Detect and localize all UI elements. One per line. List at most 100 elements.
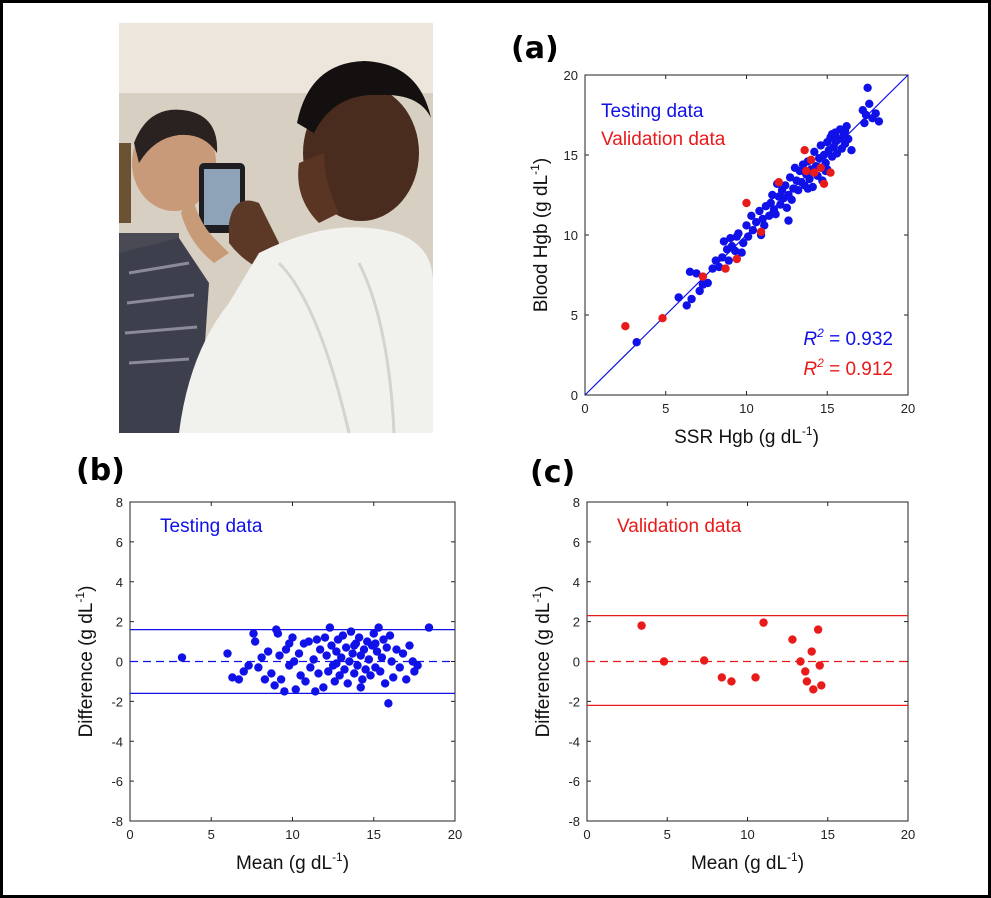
data-point-validation — [756, 227, 766, 236]
r-squared-validation: R2 = 0.912 — [803, 356, 893, 380]
data-point-testing — [267, 669, 276, 678]
data-point-validation — [796, 657, 805, 666]
data-point-testing — [260, 675, 270, 684]
data-point-testing — [711, 256, 721, 265]
y-tick-label: 4 — [116, 575, 123, 590]
data-point-validation — [732, 254, 742, 264]
data-point-validation — [816, 163, 825, 172]
data-point-testing — [332, 647, 341, 656]
data-point-validation — [815, 661, 824, 670]
data-point-testing — [389, 673, 398, 682]
data-point-testing — [332, 659, 341, 668]
data-point-testing — [742, 221, 751, 230]
data-point-testing — [309, 655, 318, 664]
data-point-testing — [335, 671, 344, 680]
x-tick-label: 10 — [739, 401, 753, 416]
data-point-validation — [801, 667, 810, 676]
data-point-testing — [871, 109, 880, 118]
y-tick-label: 0 — [116, 655, 123, 670]
data-point-testing — [280, 687, 289, 696]
data-point-testing — [320, 633, 330, 642]
y-axis-label: Difference (g dL-1) — [530, 586, 554, 738]
data-point-testing — [385, 631, 395, 640]
data-point-testing — [337, 653, 346, 662]
data-point-testing — [768, 190, 777, 200]
x-tick-label: 20 — [448, 827, 462, 842]
data-point-testing — [405, 641, 414, 650]
data-point-testing — [364, 655, 374, 664]
data-point-testing — [863, 83, 872, 93]
data-point-testing — [816, 141, 825, 150]
data-point-validation — [659, 657, 669, 666]
data-point-testing — [795, 166, 804, 176]
data-point-validation — [751, 673, 760, 682]
y-tick-label: -8 — [111, 814, 123, 829]
data-point-testing — [312, 635, 322, 644]
data-point-testing — [682, 301, 691, 310]
data-point-testing — [747, 211, 756, 220]
y-tick-label: 2 — [573, 615, 580, 630]
data-point-testing — [395, 663, 404, 672]
data-point-testing — [724, 256, 733, 265]
data-point-validation — [658, 314, 667, 323]
data-point-testing — [413, 661, 422, 670]
x-tick-label: 5 — [208, 827, 215, 842]
data-point-testing — [257, 653, 266, 662]
data-point-testing — [228, 673, 237, 682]
data-point-testing — [781, 181, 790, 190]
r-squared-testing: R2 = 0.932 — [803, 326, 893, 350]
data-point-testing — [708, 264, 717, 273]
data-point-testing — [755, 206, 764, 216]
data-point-testing — [376, 667, 385, 676]
y-tick-label: 20 — [564, 68, 578, 83]
data-point-testing — [324, 667, 333, 676]
x-tick-label: 15 — [367, 827, 381, 842]
legend-entry-testing: Testing data — [601, 101, 704, 122]
x-tick-label: 20 — [901, 401, 915, 416]
data-point-testing — [695, 286, 704, 296]
data-point-testing — [350, 669, 359, 678]
data-point-testing — [714, 262, 724, 272]
data-point-testing — [844, 134, 853, 144]
data-point-validation — [742, 198, 751, 208]
data-point-testing — [829, 142, 838, 152]
data-point-testing — [703, 278, 712, 288]
data-point-testing — [827, 130, 837, 139]
data-point-testing — [244, 661, 253, 670]
data-point-testing — [356, 683, 365, 692]
data-point-testing — [366, 671, 375, 680]
data-point-testing — [719, 237, 729, 246]
data-point-validation — [809, 685, 818, 694]
data-point-testing — [315, 645, 325, 654]
data-point-testing — [398, 649, 408, 658]
data-point-testing — [306, 663, 315, 672]
data-point-validation — [717, 673, 727, 682]
data-point-testing — [276, 675, 286, 684]
data-point-testing — [751, 218, 761, 227]
data-point-testing — [685, 267, 695, 276]
panel-label-a: (a) — [511, 31, 559, 66]
x-axis-label: Mean (g dL-1) — [236, 850, 349, 874]
data-point-testing — [348, 649, 357, 658]
data-point-validation — [806, 155, 816, 164]
data-point-validation — [800, 146, 809, 155]
data-point-testing — [341, 643, 351, 652]
y-tick-label: -6 — [568, 774, 580, 789]
data-point-validation — [819, 179, 829, 188]
data-point-testing — [739, 238, 748, 248]
data-point-testing — [718, 253, 727, 262]
data-point-testing — [860, 118, 869, 128]
data-point-testing — [402, 675, 411, 684]
data-point-testing — [338, 631, 348, 640]
data-point-testing — [737, 248, 746, 257]
data-point-testing — [392, 645, 401, 654]
data-point-testing — [687, 294, 696, 304]
data-point-testing — [311, 687, 320, 696]
x-tick-label: 10 — [285, 827, 299, 842]
y-tick-label: 5 — [571, 308, 578, 323]
data-point-validation — [817, 681, 826, 690]
data-point-testing — [793, 186, 803, 195]
data-point-testing — [275, 651, 284, 660]
data-point-testing — [358, 675, 367, 684]
data-point-testing — [674, 293, 683, 302]
